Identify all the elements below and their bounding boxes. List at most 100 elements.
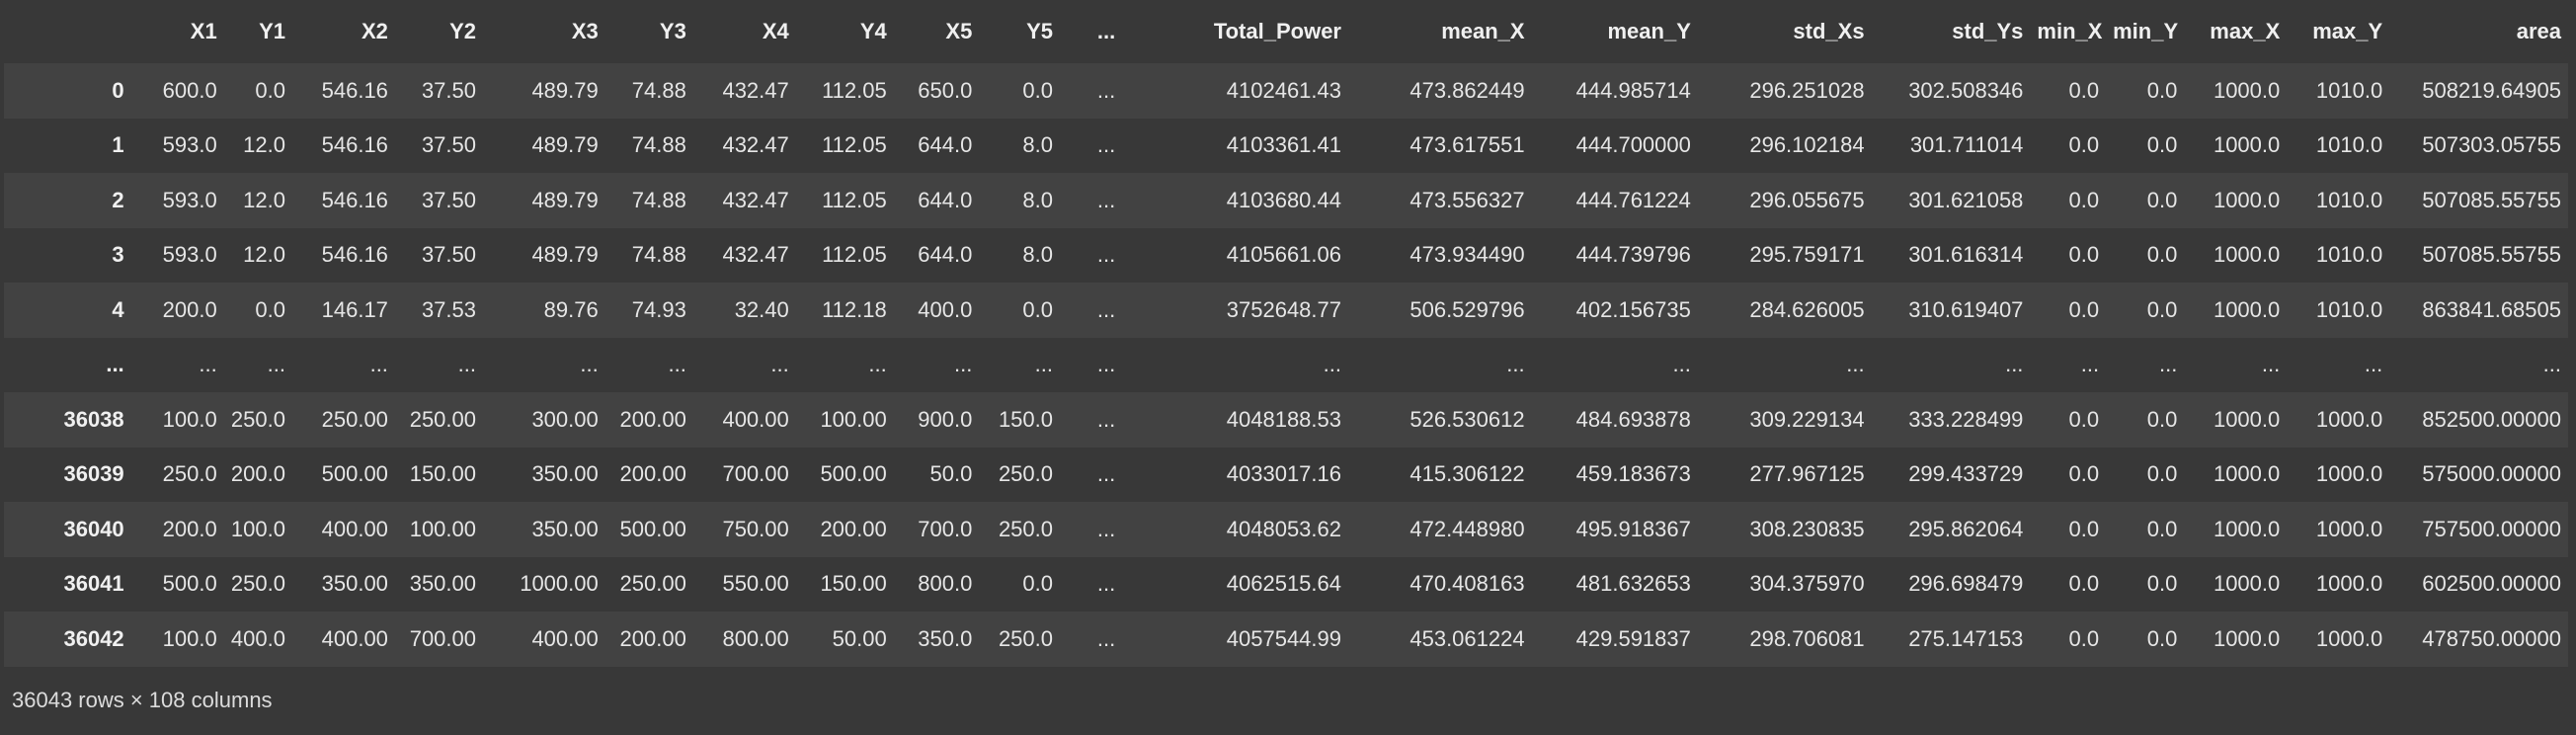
table-cell: 200.0 xyxy=(162,516,217,541)
table-cell: ... xyxy=(1096,352,1116,377)
column-header-area: area xyxy=(2389,0,2568,63)
table-cell: 150.00 xyxy=(409,461,476,487)
table-cell: 1000.0 xyxy=(2213,461,2281,487)
table-cell: 459.183673 xyxy=(1575,461,1691,487)
table-cell: 1010.0 xyxy=(2315,187,2383,212)
table-cell: 0.0 xyxy=(2068,187,2100,212)
column-header-y3: Y3 xyxy=(604,0,693,63)
table-cell: 700.00 xyxy=(409,625,476,651)
table-cell: 37.50 xyxy=(421,132,476,158)
table-cell: 250.0 xyxy=(998,625,1053,651)
table-cell: ... xyxy=(1034,352,1053,377)
table-cell: 0.0 xyxy=(2068,77,2100,103)
table-cell: 1000.0 xyxy=(2213,516,2281,541)
table-cell: 472.448980 xyxy=(1409,516,1525,541)
row-index: 4 xyxy=(112,296,124,322)
table-cell: ... xyxy=(1096,516,1116,541)
table-cell: 432.47 xyxy=(722,77,789,103)
table-cell: 112.05 xyxy=(822,77,887,103)
table-cell: 333.228499 xyxy=(1908,406,2024,432)
table-cell: 507085.55755 xyxy=(2422,187,2561,212)
table-cell: 500.00 xyxy=(619,516,686,541)
table-cell: 473.556327 xyxy=(1409,187,1525,212)
table-cell: 0.0 xyxy=(1022,296,1053,322)
table-cell: 444.739796 xyxy=(1575,242,1691,268)
table-cell: 1000.0 xyxy=(2213,187,2281,212)
table-cell: 296.055675 xyxy=(1749,187,1865,212)
table-cell: 757500.00000 xyxy=(2422,516,2561,541)
table-cell: 350.00 xyxy=(531,516,599,541)
table-cell: 0.0 xyxy=(1022,571,1053,597)
table-cell: 200.0 xyxy=(230,461,285,487)
table-cell: 1000.0 xyxy=(2213,625,2281,651)
table-cell: ... xyxy=(1096,571,1116,597)
table-cell: 250.00 xyxy=(321,406,388,432)
table-header: X1 Y1 X2 Y2 X3 Y3 X4 Y4 X5 Y5... Total_Power mean_X… xyxy=(4,0,2568,63)
table-cell: ... xyxy=(668,352,686,377)
table-cell: 200.00 xyxy=(820,516,887,541)
table-cell: 112.05 xyxy=(822,132,887,158)
table-cell: 12.0 xyxy=(243,187,285,212)
table-cell: 0.0 xyxy=(2146,516,2178,541)
table-cell: 295.759171 xyxy=(1749,242,1865,268)
table-cell: 546.16 xyxy=(321,77,388,103)
column-header-y1: Y1 xyxy=(223,0,292,63)
table-cell: 484.693878 xyxy=(1575,406,1691,432)
table-cell: ... xyxy=(2261,352,2281,377)
table-cell: 8.0 xyxy=(1022,242,1053,268)
row-index: 0 xyxy=(112,77,124,103)
table-cell: 250.00 xyxy=(619,571,686,597)
column-header-std-xs: std_Xs xyxy=(1697,0,1872,63)
table-cell: 112.18 xyxy=(822,296,887,322)
table-cell: 299.433729 xyxy=(1908,461,2024,487)
table-cell: ... xyxy=(770,352,789,377)
table-cell: 309.229134 xyxy=(1749,406,1865,432)
table-cell: 400.0 xyxy=(918,296,973,322)
table-cell: 1010.0 xyxy=(2315,132,2383,158)
table-cell: 350.00 xyxy=(531,461,599,487)
table-cell: 50.0 xyxy=(929,461,973,487)
table-cell: 700.00 xyxy=(722,461,789,487)
column-header-y5: Y5 xyxy=(979,0,1060,63)
table-cell: ... xyxy=(1096,77,1116,103)
table-cell: 473.862449 xyxy=(1409,77,1525,103)
table-cell: 250.0 xyxy=(998,461,1053,487)
table-cell: 800.0 xyxy=(918,571,973,597)
table-cell: 4048188.53 xyxy=(1226,406,1341,432)
column-header-mean-x: mean_X xyxy=(1348,0,1532,63)
column-header-ellipsis: ... xyxy=(1060,0,1154,63)
column-header-min-y: min_Y xyxy=(2106,0,2185,63)
table-cell: 74.88 xyxy=(631,77,686,103)
table-cell: 0.0 xyxy=(255,77,285,103)
row-index: 36041 xyxy=(63,571,124,597)
table-cell: 593.0 xyxy=(162,132,217,158)
table-cell: 12.0 xyxy=(243,242,285,268)
table-cell: 250.0 xyxy=(998,516,1053,541)
table-cell: 0.0 xyxy=(2146,461,2178,487)
table-row: 3 593.0 12.0 546.16 37.50 489.79 74.88 432.47 11… xyxy=(4,227,2568,283)
column-header-x5: X5 xyxy=(893,0,980,63)
table-cell: ... xyxy=(1096,242,1116,268)
table-cell: 146.17 xyxy=(321,296,388,322)
table-cell: 489.79 xyxy=(531,77,599,103)
table-cell: 112.05 xyxy=(822,187,887,212)
table-cell: 100.00 xyxy=(409,516,476,541)
table-row: 36038 100.0 250.0 250.00 250.00 300.00 200.00 4… xyxy=(4,392,2568,448)
table-cell: 296.698479 xyxy=(1908,571,2024,597)
table-cell: ... xyxy=(199,352,217,377)
table-cell: 200.00 xyxy=(619,625,686,651)
table-cell: ... xyxy=(369,352,388,377)
table-cell: 301.616314 xyxy=(1908,242,2024,268)
table-cell: 150.00 xyxy=(820,571,887,597)
table-cell: 295.862064 xyxy=(1908,516,2024,541)
table-cell: 0.0 xyxy=(2146,187,2178,212)
table-cell: 4105661.06 xyxy=(1226,242,1341,268)
table-cell: 1000.0 xyxy=(2213,571,2281,597)
table-cell: 750.00 xyxy=(722,516,789,541)
table-cell: 100.0 xyxy=(162,406,217,432)
column-header-x3: X3 xyxy=(483,0,605,63)
table-cell: ... xyxy=(1096,187,1116,212)
dataframe-table: X1 Y1 X2 Y2 X3 Y3 X4 Y4 X5 Y5... Total_Power mean_X… xyxy=(4,0,2568,667)
table-cell: 301.711014 xyxy=(1909,132,2024,158)
